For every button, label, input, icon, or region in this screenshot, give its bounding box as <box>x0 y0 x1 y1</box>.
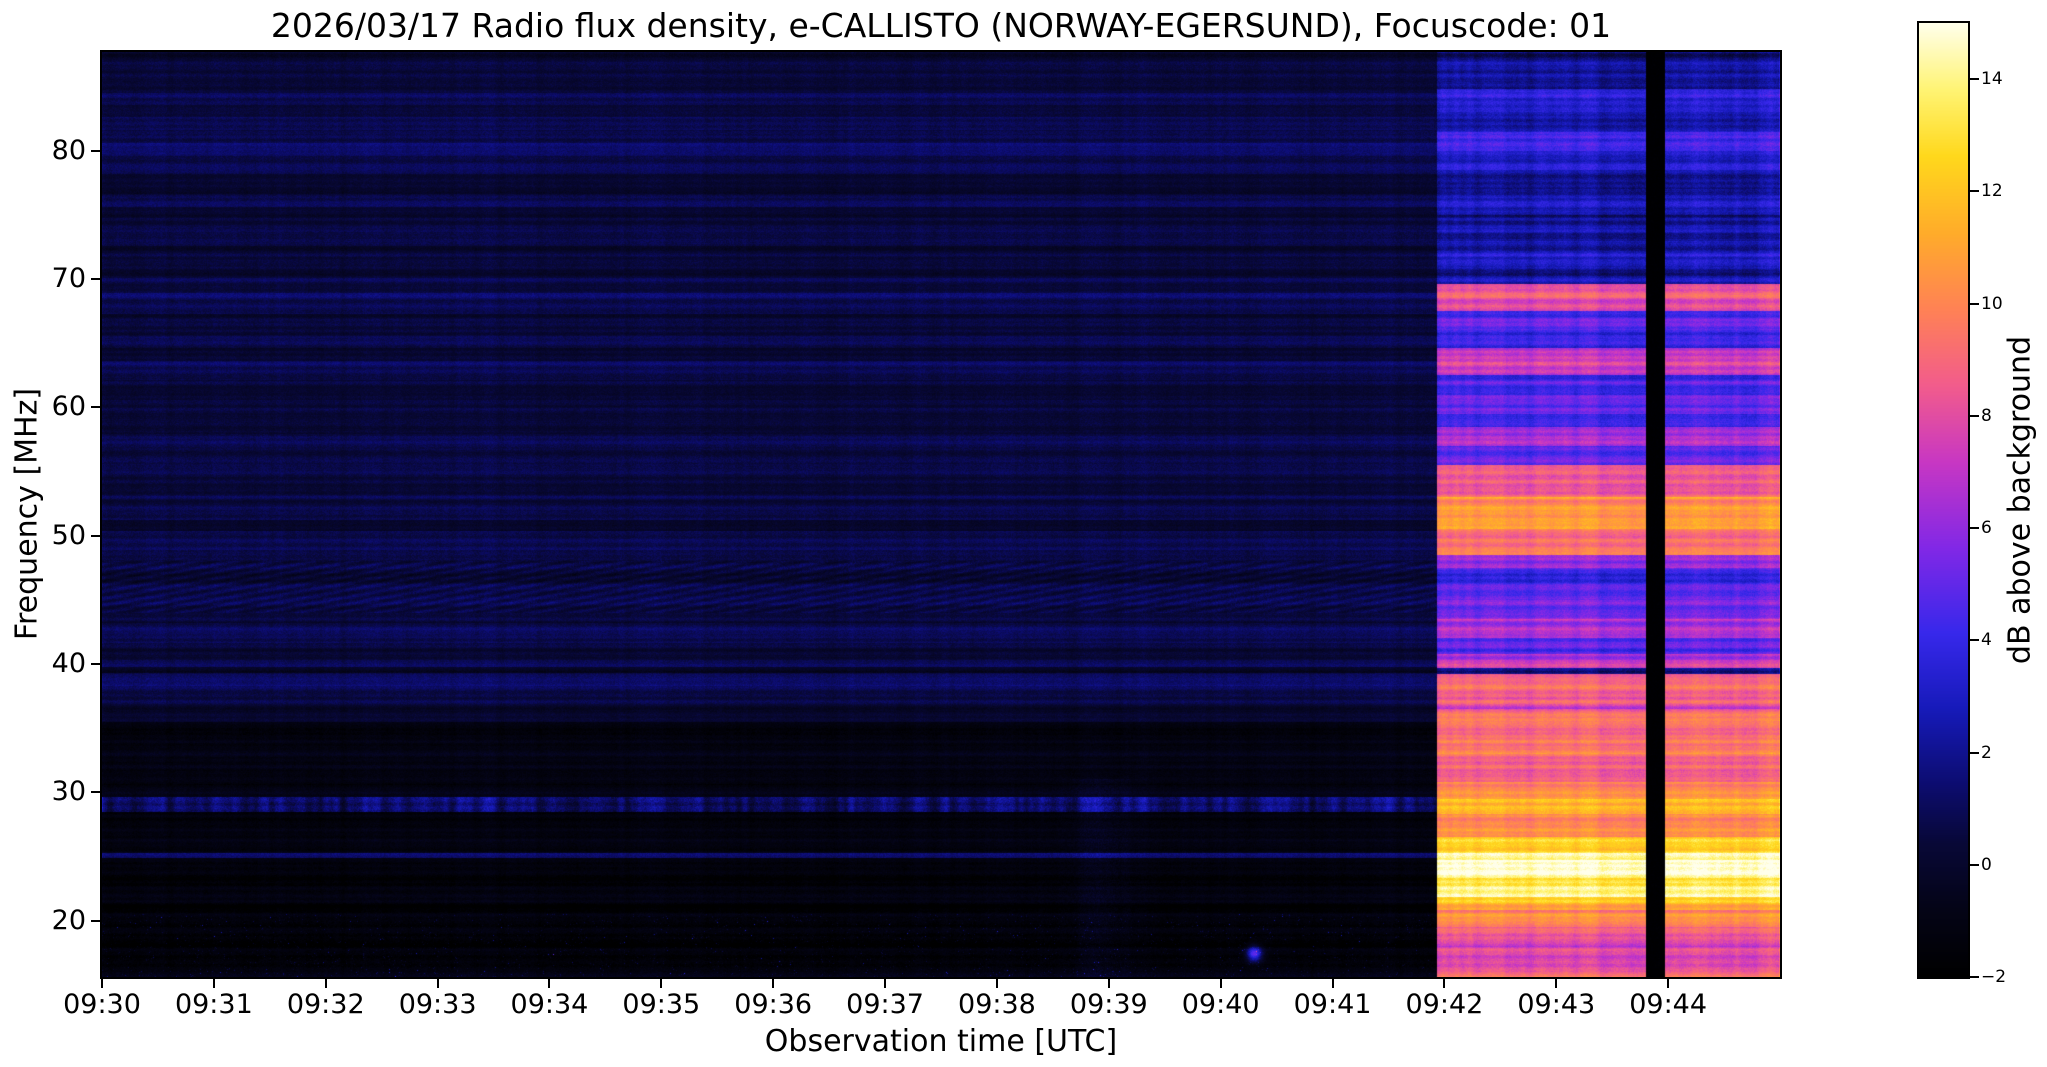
x-tick-label: 09:41 <box>1293 989 1372 1020</box>
x-tick-mark <box>884 979 887 988</box>
colorbar-tick-mark <box>1970 863 1979 866</box>
y-axis-label: Frequency [MHz] <box>9 387 45 641</box>
y-tick-label: 40 <box>51 647 86 679</box>
colorbar <box>1919 23 1968 977</box>
x-tick-label: 09:44 <box>1629 989 1708 1020</box>
colorbar-tick-label: 12 <box>1981 181 2003 202</box>
x-tick-mark <box>324 979 327 988</box>
x-tick-label: 09:30 <box>63 989 141 1020</box>
colorbar-tick-mark <box>1970 302 1979 305</box>
x-axis-label: Observation time [UTC] <box>764 1024 1118 1059</box>
colorbar-tick-label: 2 <box>1981 742 1992 763</box>
y-tick-label: 20 <box>51 904 86 936</box>
y-tick-label: 50 <box>51 519 86 551</box>
x-tick-label: 09:38 <box>958 989 1036 1020</box>
x-tick-label: 09:36 <box>734 989 813 1020</box>
colorbar-tick-label: 0 <box>1981 854 1992 875</box>
colorbar-frame <box>1917 21 1970 979</box>
x-tick-label: 09:31 <box>174 989 253 1020</box>
y-tick-label: 30 <box>51 776 86 808</box>
colorbar-tick-mark <box>1970 751 1979 754</box>
x-tick-mark <box>1331 979 1334 988</box>
x-tick-label: 09:32 <box>286 989 365 1020</box>
colorbar-tick-mark <box>1970 527 1979 530</box>
y-tick-mark <box>91 278 100 281</box>
y-tick-mark <box>91 149 100 152</box>
colorbar-tick-mark <box>1970 78 1979 81</box>
colorbar-tick-mark <box>1970 414 1979 417</box>
colorbar-tick-mark <box>1970 976 1979 978</box>
x-tick-mark <box>660 979 663 988</box>
colorbar-tick-label: 10 <box>1981 293 2003 314</box>
chart-title: 2026/03/17 Radio flux density, e-CALLIST… <box>270 6 1612 45</box>
x-tick-label: 09:43 <box>1517 989 1596 1020</box>
colorbar-tick-mark <box>1970 190 1979 193</box>
x-tick-label: 09:35 <box>622 989 701 1020</box>
y-tick-mark <box>91 534 100 537</box>
y-tick-label: 60 <box>51 391 86 423</box>
x-tick-label: 09:39 <box>1069 989 1148 1020</box>
y-tick-mark <box>91 919 100 922</box>
colorbar-tick-label: 6 <box>1981 518 1992 539</box>
x-tick-label: 09:40 <box>1181 989 1260 1020</box>
colorbar-tick-label: 4 <box>1981 630 1992 651</box>
y-tick-mark <box>91 406 100 409</box>
y-tick-label: 80 <box>51 134 86 166</box>
colorbar-tick-label: −2 <box>1981 967 2007 987</box>
y-tick-mark <box>91 791 100 794</box>
x-tick-mark <box>1443 979 1446 988</box>
x-tick-mark <box>995 979 998 988</box>
x-tick-label: 09:34 <box>510 989 589 1020</box>
y-tick-mark <box>91 662 100 665</box>
x-tick-mark <box>1555 979 1558 988</box>
x-tick-label: 09:33 <box>398 989 477 1020</box>
colorbar-tick-label: 8 <box>1981 405 1992 426</box>
x-tick-mark <box>436 979 439 988</box>
colorbar-tick-label: 14 <box>1981 69 2003 90</box>
x-tick-mark <box>1107 979 1110 988</box>
plot-frame <box>100 50 1782 979</box>
colorbar-label: dB above background <box>2002 335 2038 665</box>
x-tick-mark <box>212 979 215 988</box>
x-tick-mark <box>1667 979 1670 988</box>
y-tick-label: 70 <box>51 263 86 295</box>
spectrogram-plot <box>102 52 1780 977</box>
x-tick-label: 09:37 <box>846 989 924 1020</box>
x-tick-mark <box>1219 979 1222 988</box>
x-tick-mark <box>101 979 103 988</box>
x-tick-mark <box>548 979 551 988</box>
colorbar-tick-mark <box>1970 639 1979 642</box>
x-tick-mark <box>772 979 775 988</box>
x-tick-label: 09:42 <box>1405 989 1484 1020</box>
